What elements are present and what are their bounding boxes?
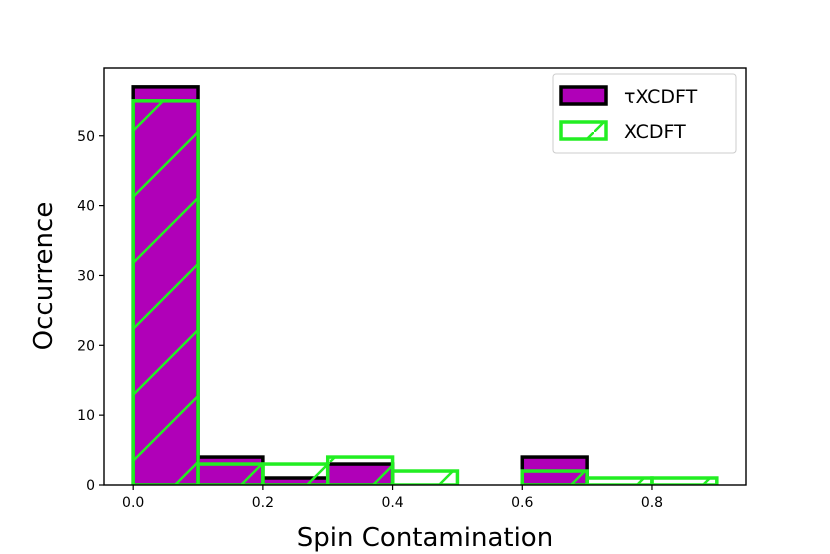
plot-frame: [103, 67, 747, 486]
y-axis-title: Occurrence: [29, 202, 59, 351]
y-axis-ticks: 0 10 20 30 40 50: [77, 129, 104, 494]
bar-xcdft-bin-8: [650, 476, 719, 485]
bar-xcdft-bin-2: [261, 462, 330, 485]
x-tick-label: 0.4: [381, 495, 403, 511]
x-tick-label: 0.8: [641, 495, 663, 511]
legend-swatch-xcdft: [559, 120, 608, 141]
series-xcdft-bars: [131, 99, 719, 485]
series-tau-xcdft-bars: [131, 85, 589, 485]
y-tick-label: 10: [77, 408, 95, 424]
legend: τXCDFT XCDFT: [552, 73, 737, 154]
legend-label-tau-xcdft: τXCDFT: [624, 86, 698, 108]
bar-xcdft-bin-0: [131, 99, 200, 485]
x-tick-label: 0.6: [511, 495, 533, 511]
bar-xcdft-bin-4: [390, 469, 460, 485]
y-tick-label: 20: [77, 338, 95, 354]
x-tick-label: 0.0: [122, 495, 144, 511]
y-tick-label: 50: [77, 129, 95, 145]
bar-xcdft-bin-6: [520, 469, 589, 485]
bar-xcdft-bin-1: [196, 462, 265, 485]
bar-xcdft-bin-7: [585, 476, 654, 485]
x-axis-ticks: 0.0 0.2 0.4 0.6 0.8: [122, 485, 663, 511]
y-tick-label: 0: [86, 478, 95, 494]
legend-label-xcdft: XCDFT: [624, 121, 686, 143]
bar-xcdft-bin-3: [325, 455, 395, 485]
x-tick-label: 0.2: [252, 495, 274, 511]
y-tick-label: 40: [77, 199, 95, 215]
y-tick-label: 30: [77, 268, 95, 284]
x-axis-title: Spin Contamination: [297, 523, 553, 553]
legend-swatch-tau-xcdft: [559, 85, 608, 106]
